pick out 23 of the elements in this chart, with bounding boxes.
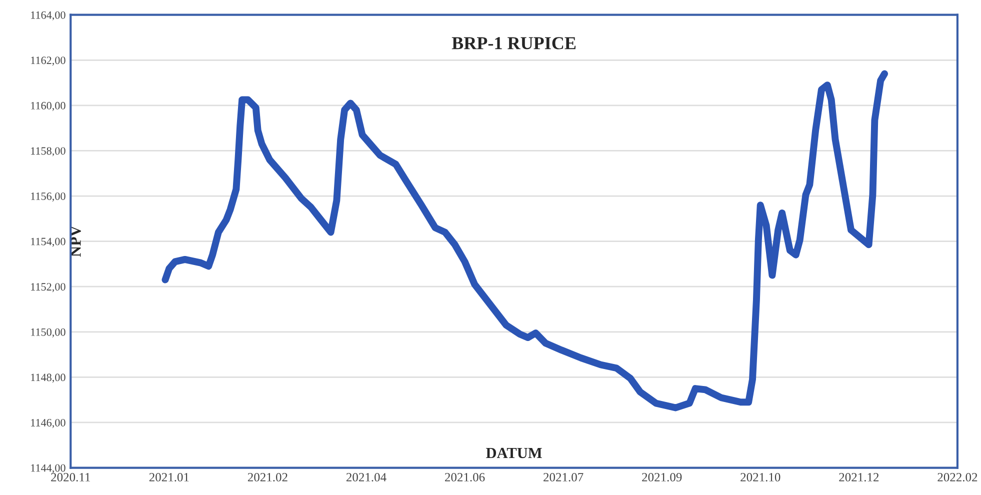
y-tick-label: 1152,00 [31,283,66,292]
x-tick-label: 2021.12 [839,472,879,482]
x-tick-label: 2021.02 [248,472,288,482]
x-tick-label: 2021.07 [544,472,584,482]
x-tick-label: 2021.10 [740,472,780,482]
x-axis-title: DATUM [486,448,542,458]
x-tick-label: 2022.02 [938,472,978,482]
x-tick-label: 2020.11 [51,472,90,482]
text: BRP-1 RUPICE [452,37,576,50]
y-tick-label: 1158,00 [31,147,66,156]
y-tick-label: 1148,00 [31,374,66,383]
x-tick-label: 2021.06 [445,472,485,482]
x-tick-label: 2021.01 [149,472,189,482]
y-tick-label: 1164,00 [31,11,66,20]
y-tick-label: 1162,00 [31,56,66,66]
x-tick-label: 2021.09 [642,472,682,482]
y-tick-label: 1150,00 [31,328,66,338]
y-tick-label: 1144,00 [31,464,66,474]
y-tick-label: 1160,00 [31,102,66,111]
y-tick-label: 1146,00 [31,418,66,428]
y-tick-label: 1154,00 [31,238,66,247]
x-tick-label: 2021.04 [346,472,386,482]
y-tick-label: 1156,00 [31,192,66,202]
